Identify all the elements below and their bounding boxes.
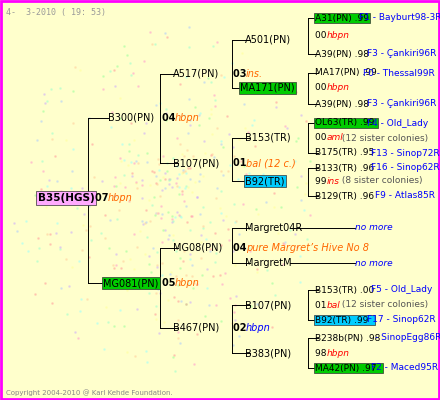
Text: A31(PN) .99: A31(PN) .99 [315, 14, 369, 22]
Text: bal (12 c.): bal (12 c.) [246, 158, 295, 168]
Text: pure Margret’s Hive No 8: pure Margret’s Hive No 8 [246, 243, 369, 253]
Text: 01: 01 [233, 158, 250, 168]
Text: B175(TR) .95: B175(TR) .95 [315, 148, 380, 158]
Text: 00: 00 [315, 32, 330, 40]
Text: hbpn: hbpn [108, 193, 132, 203]
Text: B383(PN): B383(PN) [245, 348, 291, 358]
Text: Margret04R: Margret04R [245, 223, 302, 233]
Text: 00: 00 [315, 84, 330, 92]
Text: 01: 01 [315, 300, 330, 310]
Text: B35(HGS): B35(HGS) [38, 193, 95, 203]
Text: MA171(PN): MA171(PN) [240, 83, 295, 93]
Text: hbpn: hbpn [327, 84, 350, 92]
Text: A39(PN) .98: A39(PN) .98 [315, 50, 375, 58]
Text: F2 - Maced95R: F2 - Maced95R [371, 364, 438, 372]
Text: B153(TR): B153(TR) [245, 133, 291, 143]
Text: hbpn: hbpn [175, 113, 199, 123]
Text: B107(PN): B107(PN) [173, 158, 219, 168]
Text: hbpn: hbpn [327, 32, 350, 40]
Text: F17 - Sinop62R: F17 - Sinop62R [367, 316, 436, 324]
Text: hbpn: hbpn [246, 323, 270, 333]
Text: ins: ins [327, 176, 340, 186]
Text: 03: 03 [233, 69, 250, 79]
Text: 99: 99 [315, 176, 330, 186]
Text: 04: 04 [233, 243, 250, 253]
Text: no more: no more [355, 258, 392, 268]
Text: F13 - Sinop72R: F13 - Sinop72R [371, 148, 440, 158]
Text: B467(PN): B467(PN) [173, 323, 219, 333]
Text: B107(PN): B107(PN) [245, 300, 291, 310]
Text: B153(TR) .00: B153(TR) .00 [315, 286, 380, 294]
Text: F0 - Thessal99R: F0 - Thessal99R [363, 68, 435, 78]
Text: 07: 07 [95, 193, 112, 203]
Text: A517(PN): A517(PN) [173, 69, 219, 79]
Text: MA42(PN) .97: MA42(PN) .97 [315, 364, 382, 372]
Text: MargretM: MargretM [245, 258, 292, 268]
Text: (12 sister colonies): (12 sister colonies) [339, 300, 428, 310]
Text: 00: 00 [315, 134, 330, 142]
Text: F1 - Bayburt98-3R: F1 - Bayburt98-3R [359, 14, 440, 22]
Text: B133(TR) .96: B133(TR) .96 [315, 164, 380, 172]
Text: 04: 04 [162, 113, 179, 123]
Text: F4 - Old_Lady: F4 - Old_Lady [367, 118, 428, 128]
Text: aml: aml [327, 134, 344, 142]
Text: B238b(PN) .98: B238b(PN) .98 [315, 334, 386, 342]
Text: 4-  3-2010 ( 19: 53): 4- 3-2010 ( 19: 53) [6, 8, 106, 17]
Text: B92(TR): B92(TR) [245, 176, 285, 186]
Text: MG08(PN): MG08(PN) [173, 243, 222, 253]
Text: (12 sister colonies): (12 sister colonies) [339, 134, 428, 142]
Text: F16 - Sinop62R: F16 - Sinop62R [371, 164, 440, 172]
Text: ins.: ins. [246, 69, 263, 79]
Text: A39(PN) .98: A39(PN) .98 [315, 100, 375, 108]
Text: B300(PN): B300(PN) [108, 113, 154, 123]
Text: B92(TR) .99: B92(TR) .99 [315, 316, 374, 324]
Text: hbpn: hbpn [175, 278, 199, 288]
Text: A501(PN): A501(PN) [245, 35, 291, 45]
Text: F9 - Atlas85R: F9 - Atlas85R [375, 192, 435, 200]
Text: 98: 98 [315, 348, 330, 358]
Text: MA17(PN) .99: MA17(PN) .99 [315, 68, 377, 78]
Text: bal: bal [327, 300, 341, 310]
Text: MG081(PN): MG081(PN) [103, 278, 158, 288]
Text: F5 - Old_Lady: F5 - Old_Lady [371, 286, 433, 294]
Text: B129(TR) .96: B129(TR) .96 [315, 192, 383, 200]
Text: - SinopEgg86R: - SinopEgg86R [375, 334, 440, 342]
Text: F3 - Çankiri96R: F3 - Çankiri96R [367, 100, 436, 108]
Text: 02: 02 [233, 323, 250, 333]
Text: hbpn: hbpn [327, 348, 350, 358]
Text: Copyright 2004-2010 @ Karl Kehde Foundation.: Copyright 2004-2010 @ Karl Kehde Foundat… [6, 389, 173, 396]
Text: OL63(TR) .99: OL63(TR) .99 [315, 118, 377, 128]
Text: no more: no more [355, 224, 392, 232]
Text: (8 sister colonies): (8 sister colonies) [339, 176, 422, 186]
Text: 05: 05 [162, 278, 179, 288]
Text: F3 - Çankiri96R: F3 - Çankiri96R [367, 50, 436, 58]
